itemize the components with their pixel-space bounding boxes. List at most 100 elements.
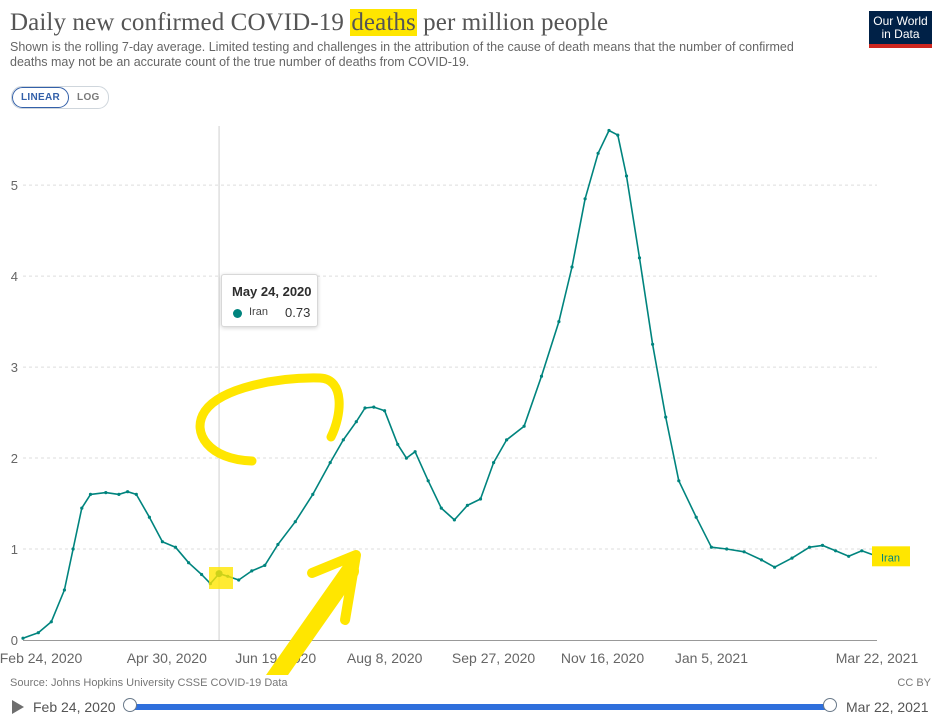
x-tick-label: Nov 16, 2020	[561, 650, 644, 666]
data-point	[759, 558, 764, 562]
data-point	[492, 461, 496, 465]
series-color-dot	[233, 309, 242, 318]
data-point	[80, 506, 84, 510]
x-tick-label: Feb 24, 2020	[0, 650, 82, 666]
end-label-highlight	[872, 546, 910, 567]
x-tick-label: Aug 8, 2020	[347, 650, 423, 666]
data-point	[570, 265, 574, 269]
data-point	[725, 547, 729, 551]
data-point	[21, 636, 25, 640]
data-point	[637, 256, 642, 260]
data-point	[276, 542, 280, 547]
logo-line-1: Our World	[873, 14, 928, 28]
data-point	[607, 128, 611, 133]
data-point	[354, 420, 358, 424]
y-tick-label: 2	[11, 451, 18, 466]
data-point	[250, 569, 254, 573]
y-tick-label: 5	[11, 178, 18, 193]
tooltip-series-name: Iran	[249, 306, 268, 318]
data-point	[117, 492, 121, 496]
title-part-1: Daily new confirmed COVID-19	[10, 9, 344, 36]
data-point	[341, 438, 345, 442]
title-part-2: per million people	[423, 9, 609, 36]
data-point	[126, 490, 130, 494]
timeline-end-handle[interactable]	[823, 698, 837, 712]
data-point	[413, 450, 417, 454]
play-icon[interactable]	[12, 700, 24, 714]
data-point	[677, 479, 681, 483]
data-point	[664, 415, 668, 419]
data-point	[505, 438, 509, 442]
tooltip-value: 0.73	[285, 305, 311, 320]
data-point	[147, 515, 151, 519]
data-point	[363, 406, 367, 410]
data-point	[773, 565, 777, 569]
data-point	[834, 549, 838, 553]
y-tick-label: 3	[11, 360, 18, 375]
x-tick-label: Mar 22, 2021	[836, 650, 919, 666]
y-tick-label: 4	[11, 269, 18, 284]
data-point	[36, 631, 40, 635]
chart-subtitle: Shown is the rolling 7-day average. Limi…	[10, 40, 794, 69]
data-point	[49, 620, 53, 624]
data-point	[383, 409, 387, 413]
data-point	[616, 133, 620, 137]
data-point	[583, 197, 587, 201]
timeline: Feb 24, 2020 Mar 22, 2021	[0, 694, 941, 721]
data-point	[539, 374, 544, 378]
data-point	[426, 479, 430, 483]
tooltip-date: May 24, 2020	[232, 284, 312, 299]
data-point	[200, 572, 204, 577]
data-point	[790, 556, 794, 560]
data-point	[293, 520, 297, 524]
series-end-label: Iran	[881, 552, 900, 564]
license-label: CC BY	[897, 677, 931, 689]
data-point	[134, 492, 138, 496]
y-tick-label: 1	[11, 542, 18, 557]
data-point	[71, 547, 75, 551]
data-point	[263, 563, 267, 567]
data-point	[847, 554, 851, 558]
data-point	[478, 497, 483, 501]
data-point	[404, 456, 408, 460]
data-point	[88, 492, 93, 496]
scale-toggle: LINEAR LOG	[11, 86, 109, 109]
data-point	[820, 543, 825, 547]
data-point	[709, 545, 714, 549]
x-tick-label: Sep 27, 2020	[452, 650, 536, 666]
linear-scale-button[interactable]: LINEAR	[12, 87, 70, 108]
log-scale-button[interactable]: LOG	[77, 92, 100, 103]
timeline-track[interactable]	[130, 704, 830, 710]
data-point	[465, 503, 469, 507]
logo-line-2: in Data	[881, 27, 920, 41]
data-point	[807, 545, 812, 549]
data-point	[624, 174, 629, 178]
y-tick-label: 0	[11, 633, 18, 648]
owid-logo[interactable]: Our World in Data	[869, 11, 932, 48]
data-point	[439, 506, 443, 510]
source-note: Source: Johns Hopkins University CSSE CO…	[10, 677, 288, 689]
series-line	[22, 129, 878, 639]
data-point	[557, 320, 561, 324]
data-point	[651, 342, 655, 346]
data-point	[104, 491, 108, 495]
timeline-start-handle[interactable]	[123, 698, 137, 712]
data-point	[187, 561, 191, 565]
data-point	[860, 549, 864, 553]
data-point	[311, 492, 315, 496]
data-point	[596, 151, 600, 155]
x-tick-label: Jan 5, 2021	[675, 650, 748, 666]
data-point	[62, 588, 66, 592]
data-point	[396, 442, 400, 446]
circle-annotation	[195, 373, 344, 466]
hover-tooltip: May 24, 2020 Iran 0.73	[221, 274, 318, 327]
data-point	[160, 540, 164, 544]
arrow-annotation-shaft	[266, 562, 359, 675]
timeline-end-label: Mar 22, 2021	[846, 699, 929, 715]
point-highlight-annotation	[209, 567, 233, 589]
data-point	[694, 515, 698, 519]
data-point	[522, 424, 526, 428]
data-point	[173, 545, 178, 549]
title-highlight: deaths	[350, 9, 417, 36]
